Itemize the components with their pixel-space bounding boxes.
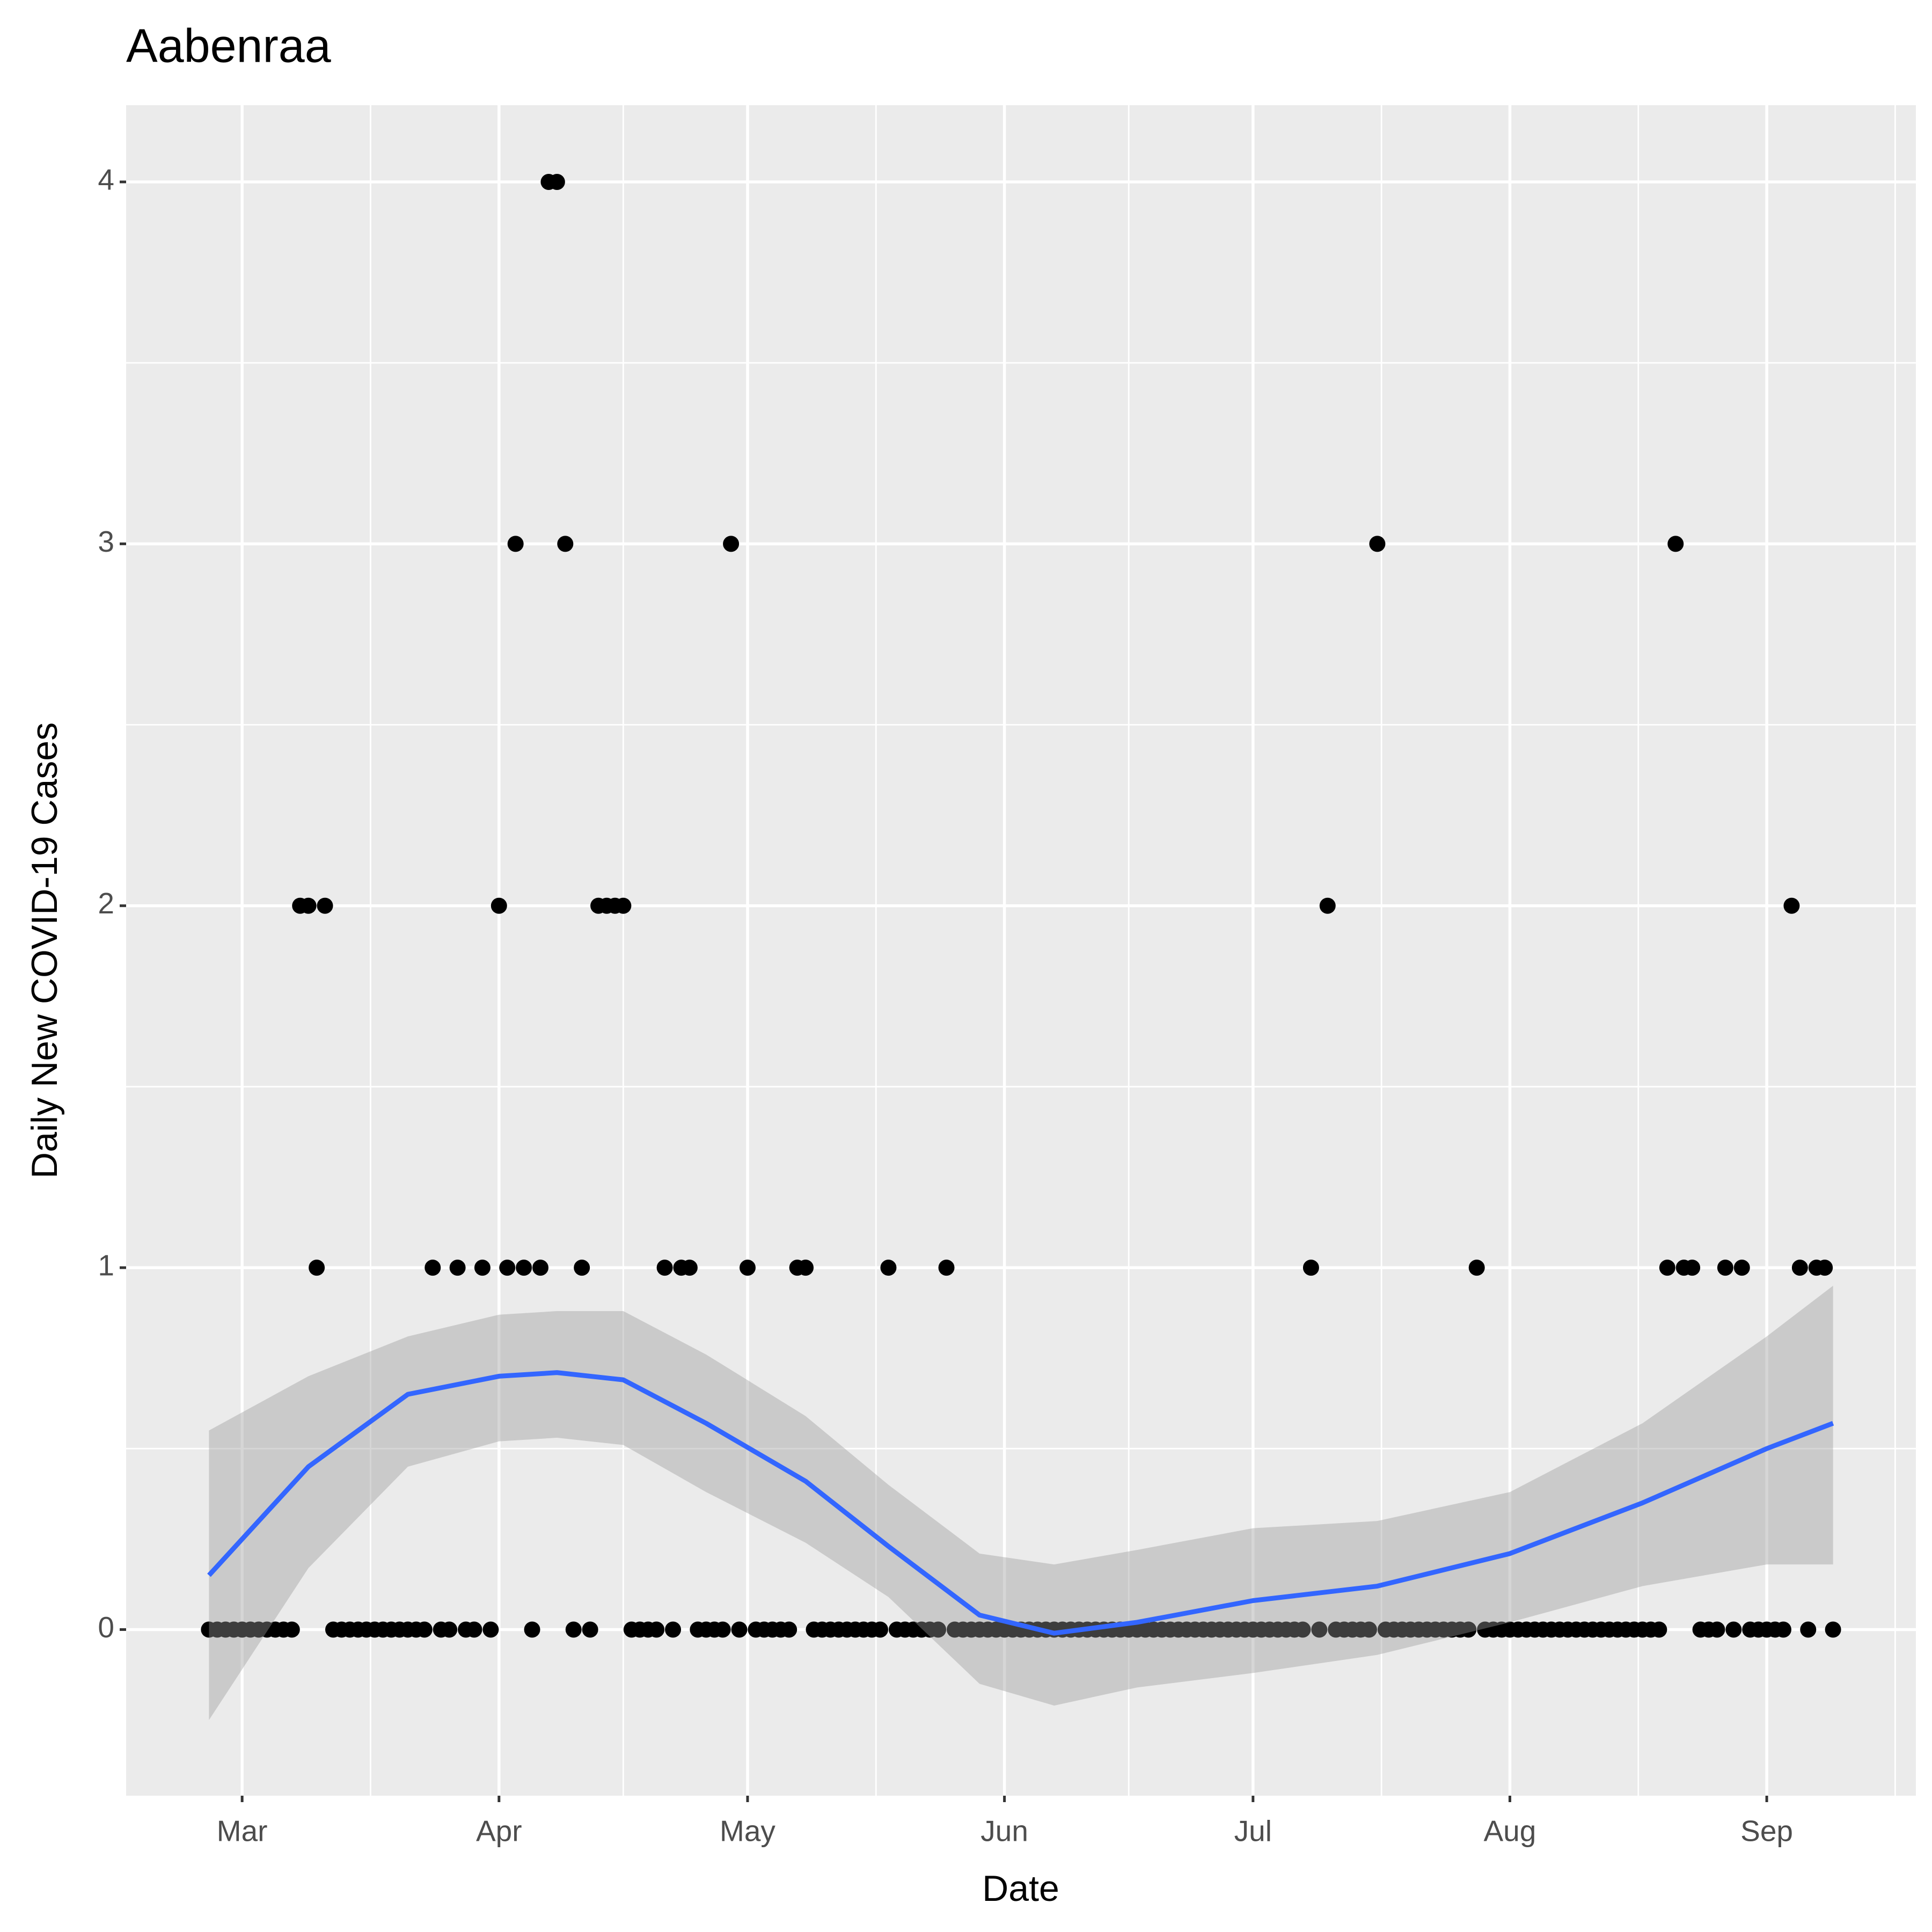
point [880,1260,897,1276]
point [1709,1621,1725,1638]
point [524,1621,540,1638]
x-tick-label: Jul [1234,1814,1272,1848]
point [491,897,507,914]
point [1800,1621,1817,1638]
point [1319,897,1336,914]
y-tick-label: 2 [98,887,114,920]
confidence-band [209,1285,1833,1721]
point [714,1621,731,1638]
point [482,1621,499,1638]
point [938,1260,955,1276]
point [516,1260,532,1276]
point [648,1621,665,1638]
point [739,1260,756,1276]
point [416,1621,433,1638]
point [1360,1621,1377,1638]
point [532,1260,548,1276]
point [1791,1260,1808,1276]
y-tick-label: 4 [98,163,114,196]
point [1733,1260,1750,1276]
y-tick-label: 1 [98,1249,114,1282]
point [930,1621,947,1638]
point [781,1621,797,1638]
x-axis-title: Date [982,1868,1059,1909]
point [1817,1260,1833,1276]
point [499,1260,516,1276]
point [872,1621,889,1638]
point [1775,1621,1791,1638]
point [1302,1260,1319,1276]
point [656,1260,673,1276]
point [1294,1621,1311,1638]
y-tick-label: 0 [98,1611,114,1644]
point [441,1621,458,1638]
x-tick-label: May [720,1814,775,1848]
x-tick-label: Aug [1484,1814,1536,1848]
point [574,1260,590,1276]
chart-title: Aabenraa [126,19,331,72]
point [665,1621,682,1638]
point [1667,536,1684,552]
point [1684,1260,1701,1276]
x-tick-label: Mar [217,1814,268,1848]
point [449,1260,466,1276]
point [582,1621,598,1638]
point [1825,1621,1841,1638]
point [723,536,740,552]
point [300,897,317,914]
y-tick-label: 3 [98,525,114,558]
point [557,536,574,552]
point [1369,536,1386,552]
point [1725,1621,1742,1638]
point [797,1260,814,1276]
point [425,1260,441,1276]
point [474,1260,491,1276]
point [1651,1621,1667,1638]
x-tick-label: Sep [1740,1814,1793,1848]
point [1468,1260,1485,1276]
point [1783,897,1800,914]
point [1659,1260,1675,1276]
point [1311,1621,1328,1638]
x-tick-label: Apr [476,1814,522,1848]
point [466,1621,482,1638]
point [731,1621,748,1638]
y-axis-title: Daily New COVID-19 Cases [24,722,65,1179]
point [507,536,524,552]
point [283,1621,300,1638]
point [565,1621,582,1638]
x-tick-label: Jun [980,1814,1028,1848]
point [548,173,565,190]
point [1460,1621,1477,1638]
point [1717,1260,1733,1276]
point [615,897,632,914]
point [681,1260,698,1276]
point [309,1260,325,1276]
trend-line [207,1370,1834,1636]
point [317,897,333,914]
